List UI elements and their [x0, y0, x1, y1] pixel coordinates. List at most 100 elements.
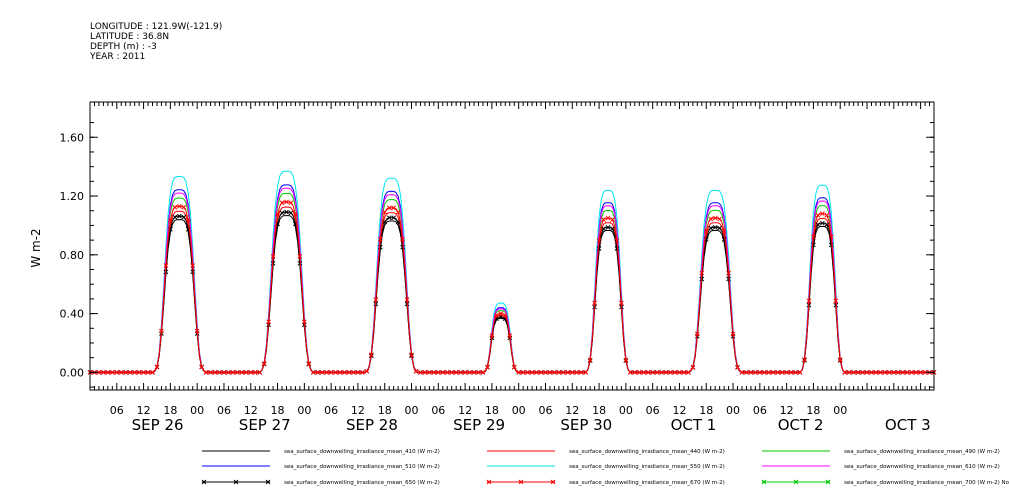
series-marker [529, 370, 535, 375]
series-marker [744, 370, 749, 375]
series-marker [248, 370, 254, 375]
series-marker [217, 370, 222, 375]
x-tick-label: 06 [646, 404, 660, 417]
series-marker [386, 215, 392, 221]
x-tick-label: 12 [672, 404, 686, 417]
series-marker [730, 331, 736, 337]
series-marker [154, 364, 160, 370]
series-marker [556, 370, 562, 375]
series-marker [391, 205, 397, 211]
y-tick-label: 0.00 [60, 366, 85, 379]
legend-marker [233, 479, 239, 485]
series-marker [596, 238, 602, 243]
series-marker [409, 352, 414, 358]
x-tick-label: 06 [110, 404, 124, 417]
series-marker [784, 370, 789, 375]
series-marker [422, 370, 428, 375]
series-marker [717, 216, 723, 222]
series-marker [672, 370, 678, 375]
series-marker [159, 328, 164, 334]
series-marker [516, 370, 522, 375]
series-marker [690, 364, 696, 370]
series-marker [364, 368, 370, 374]
series-marker [561, 370, 566, 375]
x-date-label: OCT 2 [778, 416, 824, 434]
series-marker [185, 217, 191, 223]
series-marker [226, 370, 231, 375]
series-marker [494, 312, 499, 318]
x-tick-label: 18 [806, 404, 820, 417]
x-date-label: SEP 26 [132, 416, 184, 434]
series-marker [118, 370, 124, 375]
x-date-label: OCT 1 [671, 416, 717, 434]
series-marker [753, 370, 758, 375]
x-tick-label: 00 [726, 404, 740, 417]
series-marker [462, 370, 468, 375]
series-marker [288, 200, 294, 206]
series-marker [212, 370, 218, 375]
legend-marker [825, 479, 831, 485]
series-marker [395, 219, 401, 225]
x-date-label: SEP 29 [453, 416, 505, 434]
legend-marker [265, 479, 271, 485]
legend-label: sea_surface_downwelling_irradiance_mean_… [284, 480, 440, 486]
series-marker [199, 364, 204, 370]
series-marker [221, 370, 227, 375]
series-marker [489, 333, 495, 339]
series-marker [605, 224, 611, 230]
series-marker [239, 370, 245, 375]
x-tick-label: 18 [592, 404, 606, 417]
series-marker [101, 370, 106, 375]
series-marker [610, 226, 615, 232]
year-label: YEAR : 2011 [90, 52, 146, 62]
series-marker [779, 370, 785, 375]
series-marker [828, 234, 834, 240]
series-marker [913, 370, 919, 375]
series-marker [806, 298, 812, 304]
x-date-label: OCT 3 [885, 416, 931, 434]
series-marker [569, 370, 575, 375]
series-marker [748, 370, 754, 375]
series-marker [922, 370, 928, 375]
series-marker [525, 370, 530, 375]
legend-marker [486, 479, 492, 485]
series-marker [342, 370, 347, 375]
series-marker [306, 361, 312, 366]
series-marker [288, 210, 294, 216]
series-marker [654, 370, 660, 375]
legend-label: sea_surface_downwelling_irradiance_mean_… [569, 464, 725, 470]
series-marker [659, 370, 664, 375]
series-marker [279, 200, 285, 206]
series-marker [614, 246, 620, 251]
y-tick-label: 1.20 [60, 190, 85, 203]
series-marker [400, 244, 405, 250]
series-marker [360, 370, 365, 375]
series-marker [261, 361, 267, 366]
legend-label: sea_surface_downwelling_irradiance_mean_… [844, 480, 1009, 486]
x-tick-label: 00 [190, 404, 204, 417]
series-marker [328, 370, 334, 375]
series-marker [534, 370, 539, 375]
series-marker [150, 370, 155, 375]
series-marker [851, 370, 856, 375]
series-marker [145, 370, 151, 375]
series-marker [739, 370, 745, 375]
series-marker [641, 370, 647, 375]
series-marker [141, 370, 146, 375]
series-marker [172, 204, 178, 210]
series-marker [864, 370, 870, 375]
series-marker [458, 370, 463, 375]
series-marker [619, 300, 624, 306]
series-marker [552, 370, 557, 375]
longitude-label: LONGITUDE : 121.9W(-121.9) [90, 22, 223, 32]
series-marker [449, 370, 455, 375]
series-marker [708, 216, 714, 222]
series-marker [717, 225, 723, 231]
series-marker [668, 370, 673, 375]
series-marker [891, 370, 897, 375]
x-tick-label: 00 [619, 404, 633, 417]
location-metadata: LONGITUDE : 121.9W(-121.9) LATITUDE : 36… [90, 22, 222, 62]
x-tick-label: 12 [780, 404, 794, 417]
series-marker [721, 228, 727, 234]
